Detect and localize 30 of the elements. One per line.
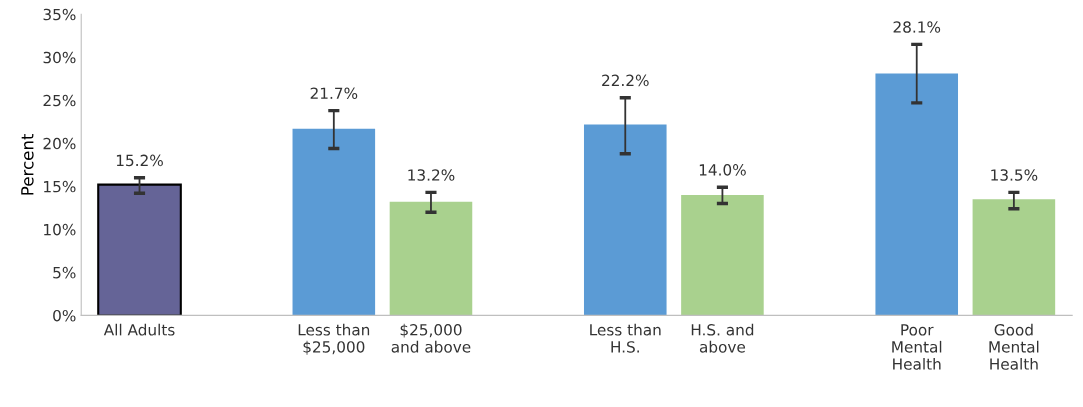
bar — [97, 183, 182, 316]
data-label: 14.0% — [699, 164, 746, 176]
data-label: 21.7% — [310, 87, 358, 100]
y-tick-label: 30% — [43, 51, 76, 64]
y-tick-label: 5% — [53, 266, 76, 279]
y-tick-label: 15% — [44, 180, 76, 193]
y-tick-label: 0% — [53, 309, 76, 322]
x-tick-label: Good Mental Health — [989, 323, 1039, 370]
y-axis-title: Percent — [21, 133, 34, 195]
bar — [292, 128, 376, 316]
x-tick-label: Poor Mental Health — [892, 324, 942, 370]
data-label: 15.2% — [116, 154, 163, 167]
y-tick-label: 35% — [43, 8, 76, 21]
x-tick-label: $25,000 and above — [391, 323, 471, 353]
y-tick-label: 20% — [43, 137, 76, 150]
x-tick-label: H.S. and above — [691, 323, 754, 353]
data-label: 13.2% — [408, 169, 455, 181]
data-label: 13.5% — [991, 169, 1038, 181]
data-label: 28.1% — [893, 21, 941, 33]
bar — [389, 201, 473, 316]
x-tick-label: Less than H.S. — [590, 323, 661, 353]
bar — [972, 199, 1056, 316]
x-tick-label: Less than $25,000 — [298, 323, 370, 355]
x-tick-label: All Adults — [103, 323, 175, 336]
y-tick-label: 25% — [43, 94, 76, 107]
bar — [875, 73, 959, 316]
bar — [681, 194, 764, 316]
data-label: 22.2% — [602, 74, 649, 87]
y-tick-label: 10% — [44, 223, 76, 236]
bar — [583, 124, 667, 316]
